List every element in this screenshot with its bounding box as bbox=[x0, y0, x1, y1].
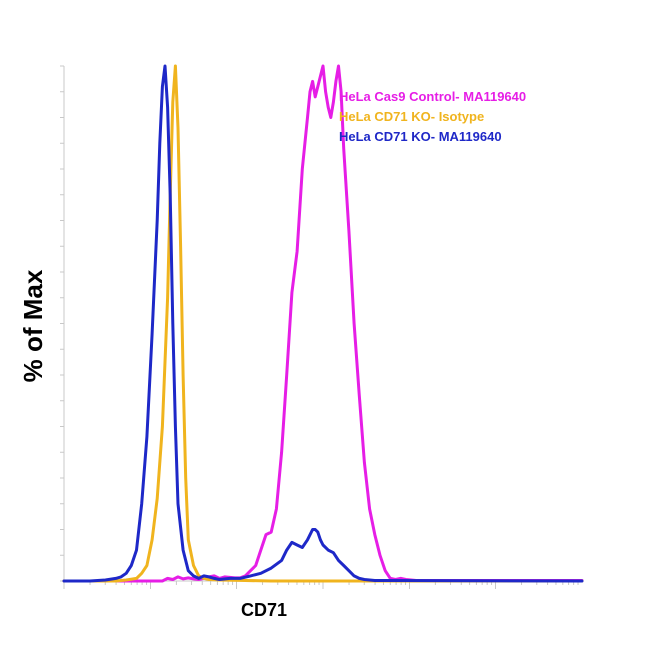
plot-area bbox=[60, 64, 584, 589]
x-axis-label: CD71 bbox=[241, 600, 287, 620]
series-line-2 bbox=[62, 64, 584, 583]
y-axis-label: % of Max bbox=[18, 269, 48, 382]
legend: HeLa Cas9 Control- MA119640 HeLa CD71 KO… bbox=[339, 89, 526, 144]
legend-entry-cd71-ko-ma119640: HeLa CD71 KO- MA119640 bbox=[339, 129, 502, 144]
y-axis-ticks bbox=[60, 65, 64, 582]
series-lines bbox=[62, 64, 584, 583]
legend-entry-cas9-control: HeLa Cas9 Control- MA119640 bbox=[339, 89, 526, 104]
legend-entry-cd71-ko-isotype: HeLa CD71 KO- Isotype bbox=[339, 109, 484, 124]
